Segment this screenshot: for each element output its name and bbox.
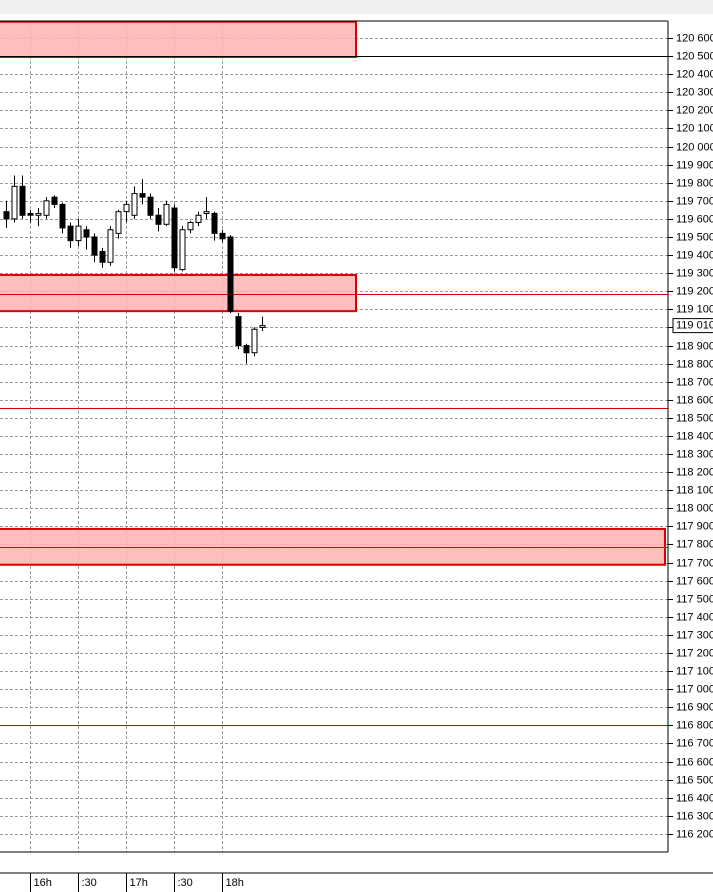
y-tick-label: 117 300 xyxy=(676,629,713,641)
y-tick-label: 116 500 xyxy=(676,774,713,786)
candle-body xyxy=(75,225,82,242)
candle-body xyxy=(27,212,34,216)
x-tick-label: 17h xyxy=(130,877,148,889)
y-tick-label: 118 900 xyxy=(676,340,713,352)
candle-body xyxy=(83,229,90,238)
y-tick-label: 116 900 xyxy=(676,701,713,713)
candle-body xyxy=(227,236,234,312)
y-tick-label: 117 100 xyxy=(676,665,713,677)
y-tick-label: 116 400 xyxy=(676,792,713,804)
y-tick-label: 117 900 xyxy=(676,520,713,532)
y-tick-label: 120 500 xyxy=(676,50,713,62)
candle-body xyxy=(43,200,50,216)
x-tick-label: :30 xyxy=(82,877,97,889)
candle-body xyxy=(179,229,186,271)
candle-body xyxy=(171,207,178,269)
y-tick-label: 120 200 xyxy=(676,104,713,116)
y-tick-label: 117 200 xyxy=(676,647,713,659)
candle-body xyxy=(123,203,130,213)
candle-body xyxy=(211,212,218,234)
y-tick-label: 120 100 xyxy=(676,122,713,134)
zone xyxy=(0,527,666,566)
y-tick-label: 120 300 xyxy=(676,86,713,98)
y-tick-label: 118 000 xyxy=(676,502,713,514)
candle-body xyxy=(67,225,74,242)
y-tick-label: 117 700 xyxy=(676,557,713,569)
y-tick-label: 117 000 xyxy=(676,683,713,695)
y-tick-label: 119 100 xyxy=(676,303,713,315)
candle-body xyxy=(163,203,170,225)
candle-body xyxy=(107,229,114,263)
y-tick-label: 118 200 xyxy=(676,466,713,478)
candle-body xyxy=(155,214,162,225)
axes: 116 200 116 300 116 400 116 500 116 600 116 7… xyxy=(0,20,713,892)
y-tick-label: 116 200 xyxy=(676,828,713,840)
candle-body xyxy=(243,345,250,354)
zones xyxy=(0,20,668,726)
y-tick-label: 120 600 xyxy=(676,32,713,44)
candle-body xyxy=(59,203,66,229)
y-tick-label: 118 400 xyxy=(676,430,713,442)
candle-body xyxy=(99,250,106,263)
candle-body xyxy=(35,212,42,216)
zone xyxy=(0,273,357,313)
x-tick-label: 16h xyxy=(34,877,52,889)
candle-body xyxy=(203,211,210,214)
candle-body xyxy=(259,325,266,328)
candle-body xyxy=(235,316,242,347)
y-tick-label: 119 800 xyxy=(676,177,713,189)
y-tick-label: 119 600 xyxy=(676,213,713,225)
x-tick-label: 18h xyxy=(226,877,244,889)
candle-body xyxy=(195,214,202,224)
y-tick-label: 120 400 xyxy=(676,68,713,80)
y-tick-label: 118 300 xyxy=(676,448,713,460)
candle-body xyxy=(51,196,58,205)
candle-body xyxy=(147,196,154,216)
candle-body xyxy=(19,185,26,216)
candle-body xyxy=(139,193,146,198)
y-tick-label: 116 300 xyxy=(676,810,713,822)
y-tick-label: 120 000 xyxy=(676,141,713,153)
y-tick-label: 118 800 xyxy=(676,358,713,370)
y-tick-label: 119 400 xyxy=(676,249,713,261)
y-tick-label: 118 600 xyxy=(676,394,713,406)
y-tick-label: 119 200 xyxy=(676,285,713,297)
y-tick-label: 119 700 xyxy=(676,195,713,207)
y-tick-label: 116 600 xyxy=(676,756,713,768)
x-tick-label: :30 xyxy=(178,877,193,889)
y-tick-label: 118 100 xyxy=(676,484,713,496)
y-tick-label: 117 600 xyxy=(676,575,713,587)
zone xyxy=(0,20,357,58)
top-bar xyxy=(0,0,713,14)
y-tick-label: 119 500 xyxy=(676,231,713,243)
candle-body xyxy=(11,185,18,220)
candles xyxy=(3,175,266,364)
candle-body xyxy=(219,232,226,240)
y-tick-label: 119 300 xyxy=(676,267,713,279)
y-tick-label: 116 800 xyxy=(676,719,713,731)
candle-body xyxy=(91,236,98,256)
y-tick-label: 117 400 xyxy=(676,611,713,623)
y-tick-label: 117 800 xyxy=(676,538,713,550)
candle-body xyxy=(3,211,10,220)
y-tick-label: 117 500 xyxy=(676,593,713,605)
y-tick-label: 119 900 xyxy=(676,159,713,171)
candle-body xyxy=(131,193,138,216)
last-price-box xyxy=(672,318,713,334)
last-price-label: 119 010 xyxy=(676,320,713,332)
candle-body xyxy=(251,328,258,354)
y-tick-label: 116 700 xyxy=(676,737,713,749)
candle-body xyxy=(115,211,122,234)
y-tick-label: 118 700 xyxy=(676,376,713,388)
y-tick-label: 118 500 xyxy=(676,412,713,424)
candle-body xyxy=(187,222,194,231)
